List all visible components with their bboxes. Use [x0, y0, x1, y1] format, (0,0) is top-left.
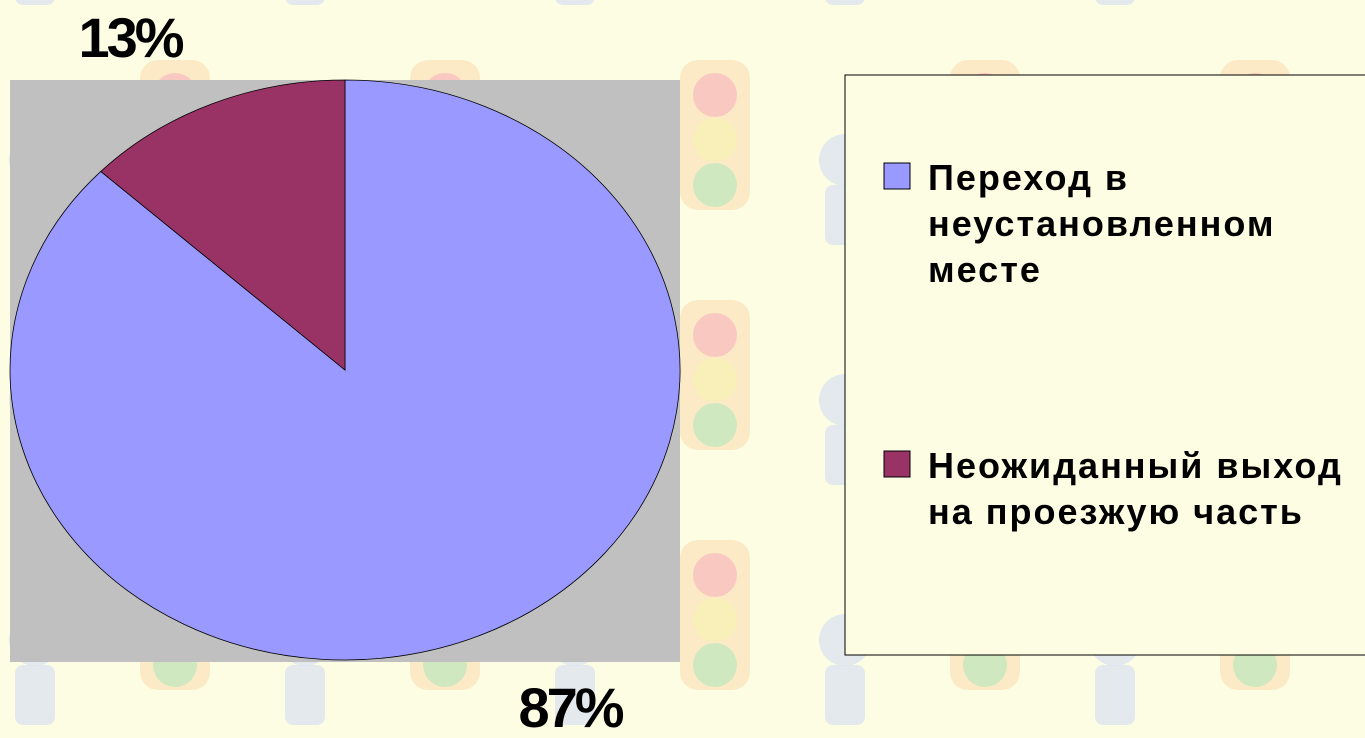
pie	[10, 80, 680, 660]
legend-label: Переход в неустановленном месте	[928, 155, 1365, 293]
legend-swatch	[884, 451, 910, 477]
data-label: 13%	[78, 6, 183, 69]
data-label: 87%	[518, 676, 623, 738]
slide: {"chart_data": {"type": "pie", "categori…	[0, 0, 1365, 738]
chart: 87% 13%	[0, 0, 1365, 738]
legend-swatch	[884, 163, 910, 189]
legend-label: Неожиданный выход на проезжую часть	[928, 443, 1365, 535]
